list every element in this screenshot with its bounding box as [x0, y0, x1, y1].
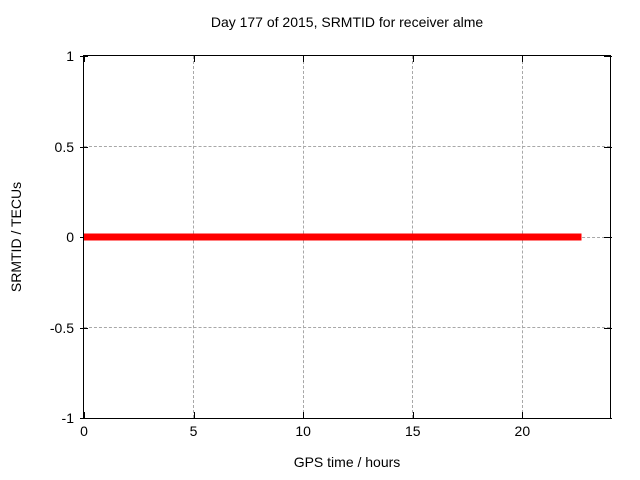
series-layer	[84, 233, 582, 241]
x-tick-bottom	[84, 412, 85, 418]
x-tick-top	[303, 56, 305, 62]
x-tick-top	[84, 56, 85, 62]
y-tick-right	[604, 146, 612, 148]
x-axis-label: GPS time / hours	[293, 454, 401, 470]
x-tick-bottom	[303, 412, 305, 418]
y-axis-label: SRMTID / TECUs	[8, 181, 24, 293]
y-tick-left	[80, 327, 88, 329]
x-tick-top	[193, 56, 195, 62]
x-tick-label: 20	[514, 423, 531, 439]
y-tick-label: 1	[66, 48, 74, 64]
chart-title: Day 177 of 2015, SRMTID for receiver alm…	[210, 14, 484, 30]
y-gridline	[84, 327, 610, 328]
y-tick-right	[604, 418, 612, 419]
y-tick-left	[80, 146, 88, 148]
y-tick-left	[80, 418, 88, 419]
y-gridline	[84, 146, 610, 147]
y-tick-label: -1	[61, 410, 74, 426]
y-tick-right	[604, 327, 612, 329]
y-tick-label: 0.5	[54, 138, 74, 155]
y-tick-right	[604, 237, 612, 238]
y-tick-label: -0.5	[49, 319, 74, 336]
y-tick-label: 0	[66, 229, 74, 245]
x-tick-label: 0	[80, 423, 88, 439]
x-tick-top	[412, 56, 414, 62]
y-tick-left	[80, 56, 88, 57]
x-tick-bottom	[412, 412, 414, 418]
x-tick-top	[522, 56, 524, 62]
x-tick-bottom	[522, 412, 524, 418]
x-tick-label: 15	[404, 423, 421, 439]
x-tick-label: 5	[189, 423, 198, 439]
x-tick-bottom	[193, 412, 195, 418]
x-tick-label: 10	[295, 423, 311, 439]
y-tick-right	[604, 56, 612, 57]
plot-area: 0 5 10 15 20 -1 -0.5 0 0.5 1	[50, 48, 612, 439]
